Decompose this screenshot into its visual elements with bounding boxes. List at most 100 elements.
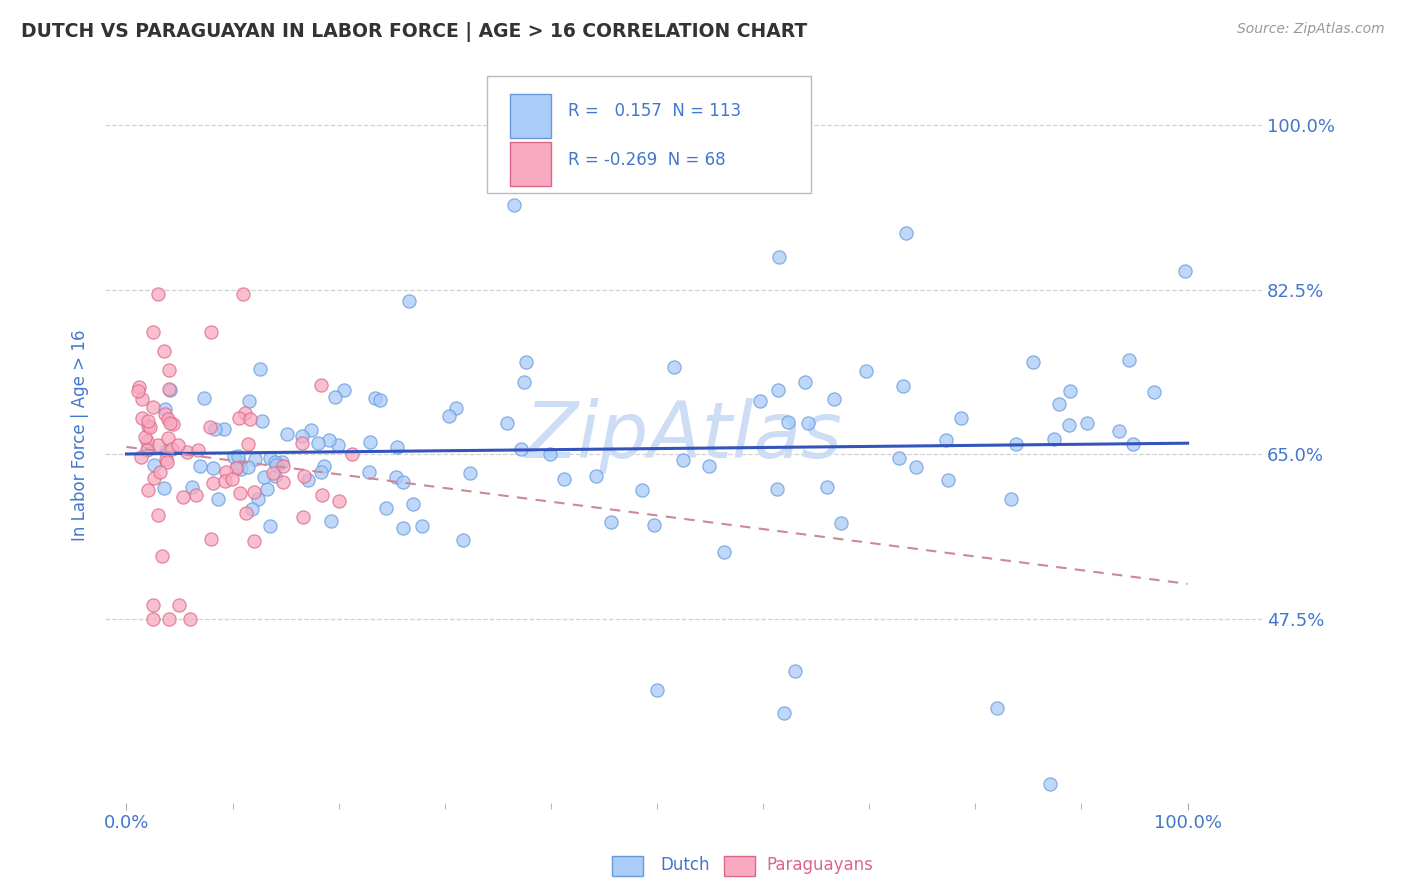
- Point: [513, 375, 536, 389]
- Point: [986, 701, 1008, 715]
- Point: [585, 468, 607, 483]
- Point: [713, 545, 735, 559]
- Point: [228, 411, 250, 425]
- Point: [155, 443, 177, 458]
- Point: [264, 455, 287, 469]
- Point: [243, 533, 266, 548]
- Point: [167, 438, 190, 452]
- Point: [1174, 264, 1197, 278]
- Point: [215, 465, 238, 479]
- Point: [936, 473, 959, 487]
- Point: [326, 438, 349, 452]
- Point: [270, 455, 292, 469]
- Point: [451, 533, 474, 547]
- Point: [142, 471, 165, 485]
- Point: [155, 402, 177, 417]
- Point: [188, 458, 211, 473]
- Y-axis label: In Labor Force | Age > 16: In Labor Force | Age > 16: [72, 330, 89, 541]
- Point: [184, 488, 207, 502]
- Point: [127, 384, 149, 398]
- Point: [198, 419, 221, 434]
- Point: [553, 472, 575, 486]
- Point: [136, 483, 159, 497]
- Point: [229, 486, 252, 500]
- Point: [460, 466, 482, 480]
- Text: R =   0.157  N = 113: R = 0.157 N = 113: [568, 102, 741, 120]
- Text: Dutch: Dutch: [661, 856, 710, 874]
- Point: [797, 416, 820, 430]
- Point: [309, 465, 332, 479]
- Point: [142, 401, 165, 415]
- Point: [221, 472, 243, 486]
- Point: [214, 475, 236, 489]
- Point: [179, 612, 201, 626]
- Point: [1047, 397, 1070, 411]
- Point: [207, 492, 229, 507]
- Point: [342, 448, 364, 462]
- Point: [142, 612, 165, 626]
- Point: [259, 450, 281, 465]
- Point: [823, 392, 845, 406]
- Text: DUTCH VS PARAGUAYAN IN LABOR FORCE | AGE > 16 CORRELATION CHART: DUTCH VS PARAGUAYAN IN LABOR FORCE | AGE…: [21, 22, 807, 42]
- Point: [232, 287, 254, 301]
- Point: [392, 475, 415, 489]
- Point: [256, 482, 278, 496]
- Point: [768, 250, 790, 264]
- Point: [226, 450, 249, 464]
- Point: [235, 506, 257, 520]
- Point: [444, 401, 467, 415]
- Point: [323, 390, 346, 404]
- Point: [391, 520, 413, 534]
- Point: [1143, 384, 1166, 399]
- Point: [855, 364, 877, 378]
- Point: [247, 491, 270, 506]
- Point: [156, 430, 179, 444]
- Point: [162, 417, 184, 432]
- Point: [645, 682, 668, 697]
- Point: [187, 443, 209, 458]
- Point: [292, 468, 315, 483]
- Point: [1059, 384, 1081, 398]
- Point: [1108, 425, 1130, 439]
- Point: [271, 459, 294, 474]
- Point: [328, 494, 350, 508]
- Point: [202, 475, 225, 490]
- Point: [887, 450, 910, 465]
- Point: [239, 412, 262, 426]
- Point: [242, 485, 264, 500]
- Point: [134, 430, 156, 444]
- Point: [136, 442, 159, 456]
- Point: [155, 407, 177, 421]
- Text: Source: ZipAtlas.com: Source: ZipAtlas.com: [1237, 22, 1385, 37]
- Point: [783, 664, 806, 678]
- Point: [138, 414, 160, 428]
- Point: [773, 706, 796, 721]
- Point: [697, 458, 720, 473]
- Point: [131, 411, 153, 425]
- Point: [202, 461, 225, 475]
- Point: [384, 469, 406, 483]
- Point: [496, 416, 519, 430]
- Point: [307, 436, 329, 450]
- FancyBboxPatch shape: [510, 95, 551, 138]
- Point: [149, 465, 172, 479]
- Point: [364, 391, 387, 405]
- Point: [815, 480, 838, 494]
- Point: [128, 380, 150, 394]
- Point: [904, 460, 927, 475]
- Point: [1118, 353, 1140, 368]
- Point: [157, 362, 180, 376]
- Point: [229, 462, 252, 476]
- Point: [1039, 777, 1062, 791]
- Point: [172, 490, 194, 504]
- Point: [599, 516, 621, 530]
- Point: [318, 434, 340, 448]
- Point: [160, 442, 183, 457]
- Point: [262, 466, 284, 480]
- Point: [950, 410, 973, 425]
- Point: [357, 465, 380, 479]
- Point: [1043, 432, 1066, 446]
- Point: [238, 460, 260, 475]
- Point: [180, 480, 202, 494]
- Point: [142, 598, 165, 612]
